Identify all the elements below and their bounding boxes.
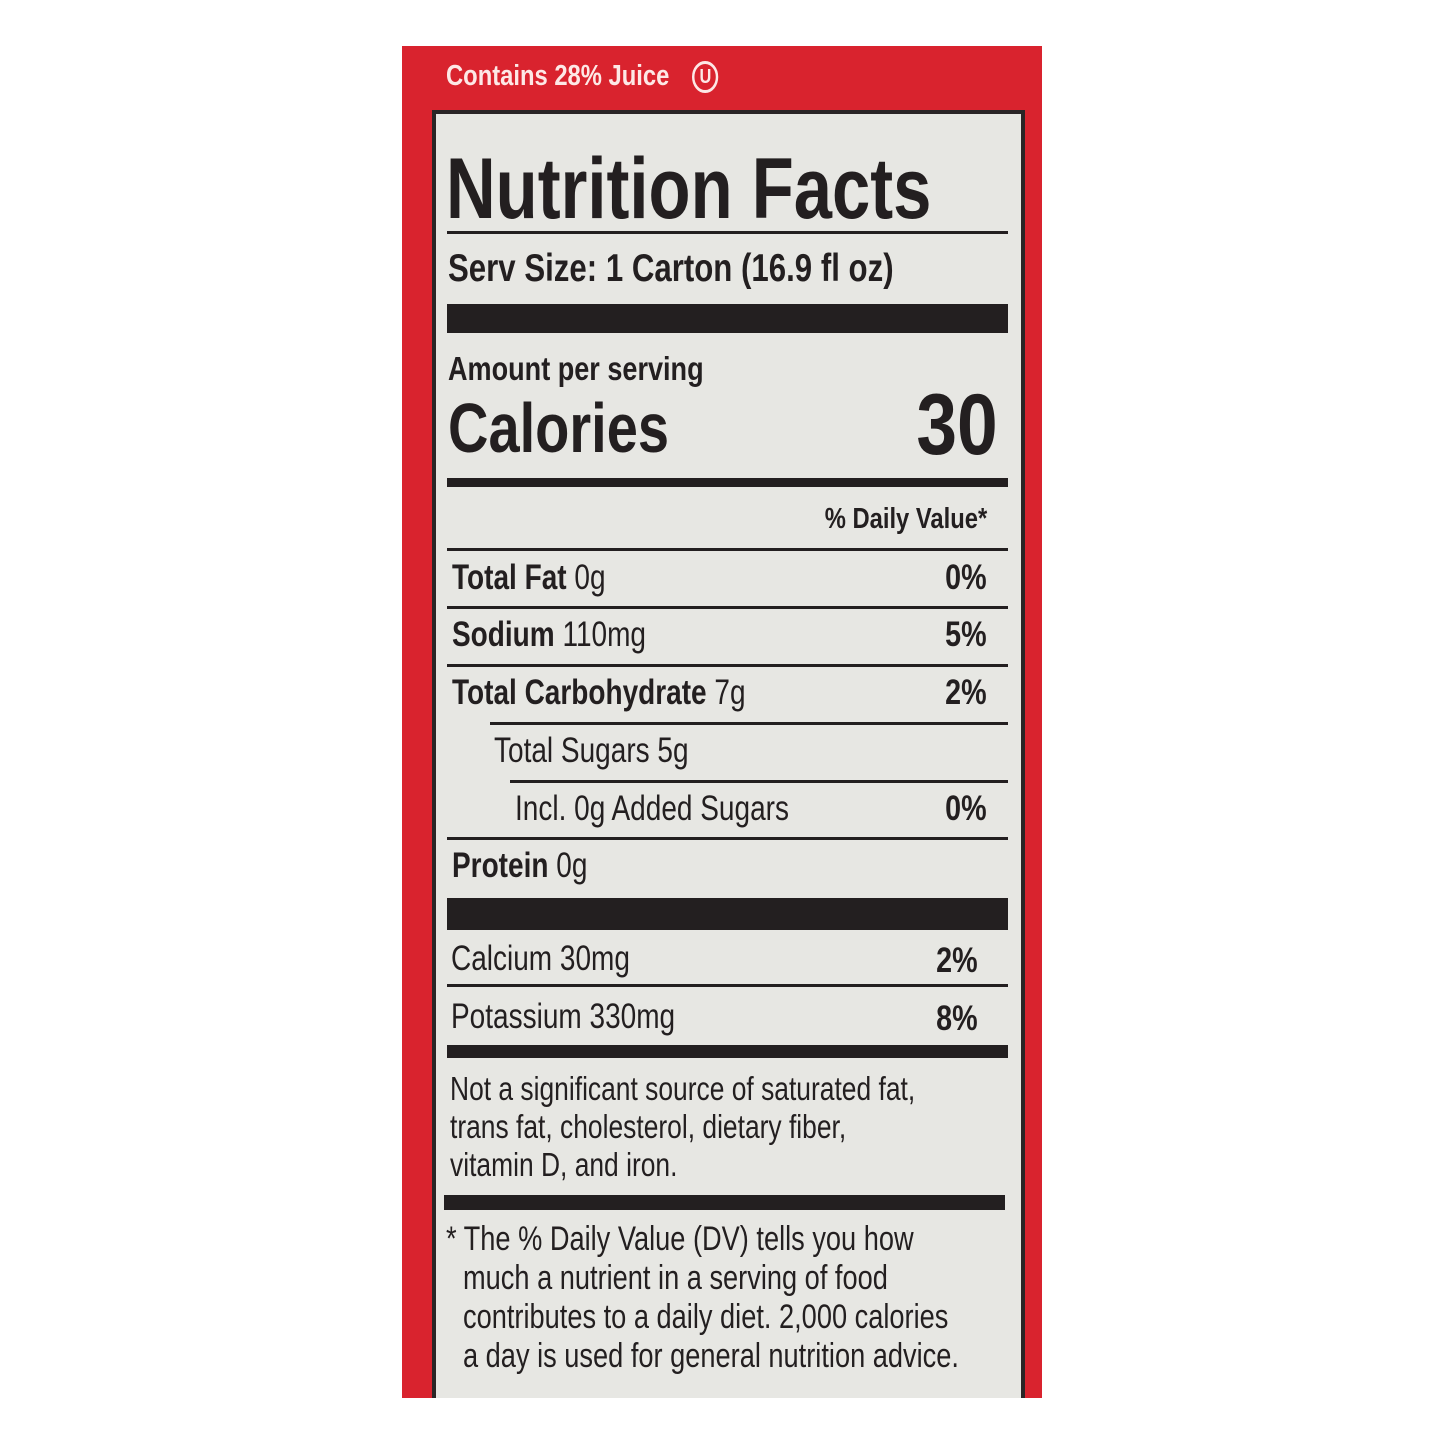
nutrient-name: Protein xyxy=(452,846,549,885)
thick-divider xyxy=(447,898,1008,930)
divider xyxy=(447,606,1008,609)
nutrient-dv: 0% xyxy=(945,789,987,828)
thick-divider xyxy=(447,304,1008,333)
note-line: vitamin D, and iron. xyxy=(450,1146,678,1183)
nutrient-name: Total Carbohydrate xyxy=(452,673,707,712)
mineral-dv: 2% xyxy=(936,941,978,980)
medium-divider xyxy=(447,478,1008,487)
medium-divider xyxy=(444,1195,1005,1210)
nutrient-name: Incl. 0g Added Sugars xyxy=(515,789,789,828)
footnote-line: a day is used for general nutrition advi… xyxy=(463,1337,959,1375)
nutrient-name: Sodium xyxy=(452,615,555,654)
divider xyxy=(447,837,1008,840)
medium-divider xyxy=(447,1045,1008,1058)
nutrient-amount: 0g xyxy=(556,846,588,885)
nutrient-label: Sodium 110mg xyxy=(452,615,646,655)
calories-label: Calories xyxy=(448,389,669,467)
divider xyxy=(447,548,1008,551)
divider xyxy=(490,722,1008,725)
footnote-line: contributes to a daily diet. 2,000 calor… xyxy=(463,1298,949,1336)
daily-value-header: % Daily Value* xyxy=(824,503,987,535)
amount-per-serving: Amount per serving xyxy=(448,350,704,387)
nutrient-label: Total Carbohydrate 7g xyxy=(452,673,746,713)
divider xyxy=(447,231,1008,234)
divider xyxy=(447,984,1008,987)
nutrient-dv: 0% xyxy=(945,558,987,597)
note-line: trans fat, cholesterol, dietary fiber, xyxy=(450,1108,847,1145)
background xyxy=(0,1398,1445,1445)
nutrient-amount: 0g xyxy=(574,558,606,597)
nutrient-amount: 110mg xyxy=(562,615,646,654)
nutrient-label: Total Fat 0g xyxy=(452,558,606,598)
serving-size: Serv Size: 1 Carton (16.9 fl oz) xyxy=(448,247,894,290)
mineral-name: Calcium 30mg xyxy=(451,939,630,978)
note-line: Not a significant source of saturated fa… xyxy=(450,1070,916,1107)
nutrient-label: Protein 0g xyxy=(452,846,587,886)
nutrient-dv: 5% xyxy=(945,615,987,654)
kosher-symbol-icon: U xyxy=(692,61,719,94)
calories-value: 30 xyxy=(916,377,998,473)
divider xyxy=(447,664,1008,667)
nutrient-dv: 2% xyxy=(945,673,987,712)
juice-claim: Contains 28% Juice U xyxy=(446,60,719,94)
footnote-line: much a nutrient in a serving of food xyxy=(463,1259,888,1297)
mineral-dv: 8% xyxy=(936,999,978,1038)
mineral-name: Potassium 330mg xyxy=(451,997,676,1036)
divider xyxy=(510,780,1008,783)
nutrient-name: Total Fat xyxy=(452,558,567,597)
nutrient-name: Total Sugars 5g xyxy=(494,731,689,770)
footnote-line: * The % Daily Value (DV) tells you how xyxy=(446,1220,914,1258)
nutrient-amount: 7g xyxy=(714,673,746,712)
label-title: Nutrition Facts xyxy=(446,141,932,237)
